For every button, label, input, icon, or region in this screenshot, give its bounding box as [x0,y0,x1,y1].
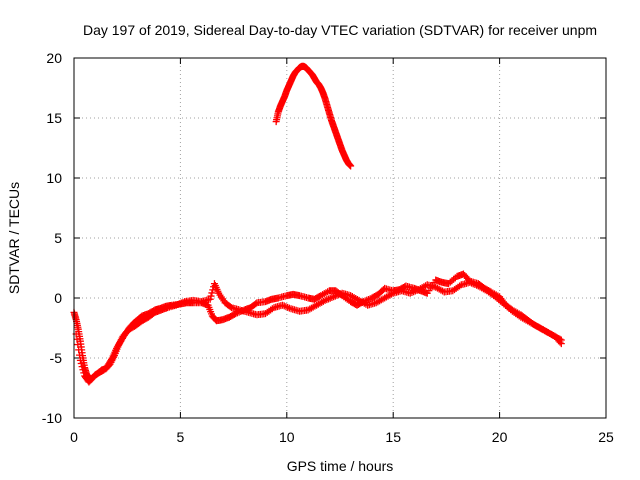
x-tick-label: 20 [492,429,508,445]
x-tick-label: 10 [279,429,295,445]
grid [74,58,606,418]
data-point [74,341,82,349]
y-tick-label: 0 [54,290,62,306]
y-tick-label: 5 [54,230,62,246]
data-point [206,295,214,303]
series-band-B [72,278,565,386]
data-point [347,162,355,170]
data-point [78,363,86,371]
data-point [76,356,84,364]
data-point [73,335,81,343]
plot-frame [73,57,607,419]
data-series [70,62,565,386]
data-point [208,289,216,297]
x-tick-label: 0 [70,429,78,445]
x-tick-label: 5 [177,429,185,445]
series-band-A [70,270,565,384]
data-point [79,366,87,374]
y-tick-label: -10 [42,410,62,426]
y-tick-label: -5 [50,350,63,366]
data-point [556,338,564,346]
y-tick-label: 20 [46,50,62,66]
data-point [110,353,118,361]
y-axis-label: SDTVAR / TECUs [6,182,22,294]
data-point [75,346,83,354]
data-point [76,351,84,359]
x-tick-label: 15 [385,429,401,445]
y-tick-label: 10 [46,170,62,186]
data-point [77,360,85,368]
x-tick-labels: 0 5 10 15 20 25 [70,429,614,445]
data-point [207,292,215,300]
data-point [80,369,88,377]
series-upper-arc [272,62,355,170]
data-point [557,340,565,348]
y-tick-label: 15 [46,110,62,126]
chart-title: Day 197 of 2019, Sidereal Day-to-day VTE… [83,22,597,38]
x-tick-label: 25 [598,429,614,445]
y-tick-labels: -10 -5 0 5 10 15 20 [42,50,62,426]
x-axis-label: GPS time / hours [287,458,394,474]
